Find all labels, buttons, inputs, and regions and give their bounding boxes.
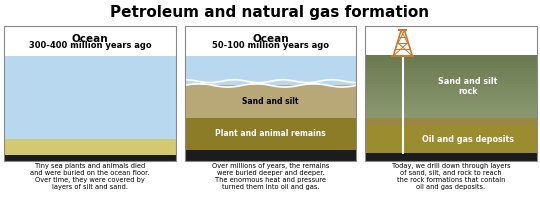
Bar <box>4 26 176 161</box>
Text: Ocean: Ocean <box>252 34 289 44</box>
Bar <box>365 59 537 62</box>
Bar <box>365 68 537 71</box>
Bar <box>365 26 537 56</box>
Bar <box>365 99 537 102</box>
Bar <box>365 86 537 90</box>
Bar <box>365 105 537 108</box>
Bar <box>365 126 537 153</box>
Bar <box>365 55 537 59</box>
Bar <box>185 26 356 56</box>
Bar <box>365 71 537 74</box>
Bar <box>365 111 537 114</box>
Bar <box>365 74 537 77</box>
Text: Petroleum and natural gas formation: Petroleum and natural gas formation <box>111 5 429 20</box>
Bar <box>4 155 176 161</box>
Bar <box>185 150 356 161</box>
Bar <box>4 26 176 56</box>
Text: Tiny sea plants and animals died
and were buried on the ocean floor.
Over time, : Tiny sea plants and animals died and wer… <box>30 163 150 190</box>
Text: 300-400 million years ago: 300-400 million years ago <box>29 41 152 50</box>
Text: Today, we drill down through layers
of sand, silt, and rock to reach
the rock fo: Today, we drill down through layers of s… <box>392 163 510 190</box>
Text: Plant and animal remains: Plant and animal remains <box>215 129 326 138</box>
Bar <box>4 56 176 139</box>
Bar <box>365 108 537 112</box>
Bar <box>365 153 537 161</box>
Text: Oil and gas deposits: Oil and gas deposits <box>422 135 514 144</box>
Text: 50-100 million years ago: 50-100 million years ago <box>212 41 329 50</box>
Bar <box>365 26 537 161</box>
Bar <box>365 96 537 99</box>
Bar <box>365 102 537 105</box>
Bar <box>365 65 537 68</box>
Text: Sand and silt: Sand and silt <box>242 97 299 106</box>
Bar <box>365 92 537 96</box>
Text: Ocean: Ocean <box>72 34 109 44</box>
Bar <box>365 83 537 87</box>
Bar <box>185 26 356 161</box>
Text: Over millions of years, the remains
were buried deeper and deeper.
The enormous : Over millions of years, the remains were… <box>212 163 329 190</box>
Bar <box>185 85 356 118</box>
Bar <box>185 118 356 150</box>
Bar <box>185 56 356 85</box>
Bar <box>365 62 537 65</box>
Bar <box>365 89 537 93</box>
Bar <box>365 77 537 81</box>
Text: Sand and silt
rock: Sand and silt rock <box>438 77 498 96</box>
Bar <box>365 114 537 118</box>
Bar <box>4 139 176 155</box>
Bar <box>365 118 537 126</box>
Bar <box>365 80 537 84</box>
